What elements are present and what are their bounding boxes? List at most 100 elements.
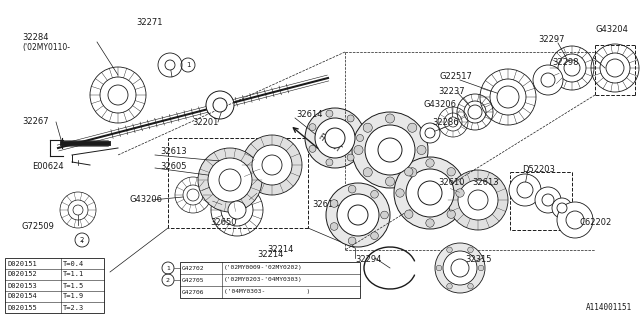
Circle shape (326, 110, 333, 117)
Circle shape (448, 117, 458, 127)
Circle shape (309, 124, 316, 131)
Circle shape (187, 189, 199, 201)
Ellipse shape (448, 170, 508, 230)
Circle shape (371, 232, 378, 240)
Ellipse shape (451, 259, 469, 277)
Ellipse shape (108, 85, 128, 105)
Text: 32237: 32237 (438, 87, 465, 96)
Text: 32294: 32294 (355, 255, 381, 264)
Text: G22517: G22517 (440, 72, 473, 81)
Circle shape (447, 210, 456, 219)
Text: 32271: 32271 (136, 18, 163, 27)
Text: T=2.3: T=2.3 (63, 305, 84, 310)
Text: 32201: 32201 (192, 118, 218, 127)
Circle shape (408, 123, 417, 132)
Circle shape (326, 159, 333, 166)
Circle shape (404, 210, 413, 219)
Text: E00624: E00624 (32, 162, 63, 171)
Ellipse shape (542, 194, 554, 206)
Ellipse shape (557, 203, 567, 213)
Text: 32214: 32214 (267, 245, 293, 254)
Ellipse shape (208, 158, 252, 202)
Text: 32297: 32297 (538, 35, 564, 44)
Ellipse shape (566, 211, 584, 229)
Circle shape (73, 205, 83, 215)
Circle shape (347, 115, 354, 122)
Ellipse shape (305, 108, 365, 168)
Circle shape (417, 146, 426, 155)
Text: 32286: 32286 (432, 118, 459, 127)
Text: D020153: D020153 (7, 283, 36, 289)
Text: 32214: 32214 (257, 250, 283, 259)
Circle shape (330, 200, 338, 207)
Text: 32605: 32605 (160, 162, 186, 171)
Ellipse shape (365, 125, 415, 175)
Ellipse shape (394, 157, 466, 229)
Ellipse shape (165, 60, 175, 70)
Circle shape (330, 223, 338, 230)
Ellipse shape (468, 190, 488, 210)
Circle shape (371, 190, 378, 198)
Circle shape (468, 247, 474, 252)
Circle shape (447, 284, 452, 289)
Text: C62202: C62202 (579, 218, 611, 227)
Ellipse shape (517, 182, 533, 198)
Circle shape (456, 189, 464, 197)
Circle shape (363, 168, 372, 177)
Text: 1: 1 (166, 266, 170, 270)
Ellipse shape (348, 205, 368, 225)
Text: ('02MY0203-'04MY0303): ('02MY0203-'04MY0303) (224, 277, 303, 283)
Circle shape (497, 86, 519, 108)
Text: D020151: D020151 (7, 260, 36, 267)
Text: ('04MY0303-           ): ('04MY0303- ) (224, 290, 310, 294)
Circle shape (354, 146, 363, 155)
Bar (180, 262, 360, 298)
Circle shape (606, 59, 624, 77)
Ellipse shape (509, 174, 541, 206)
Ellipse shape (325, 128, 345, 148)
Circle shape (228, 201, 246, 219)
Ellipse shape (541, 73, 555, 87)
Text: 2: 2 (166, 277, 170, 283)
Ellipse shape (552, 198, 572, 218)
Text: ('02MY0009-'02MY0202): ('02MY0009-'02MY0202) (224, 266, 303, 270)
Text: D52203: D52203 (522, 165, 555, 174)
Text: D020154: D020154 (7, 293, 36, 300)
Circle shape (381, 211, 388, 219)
Text: G43206: G43206 (130, 195, 163, 204)
Ellipse shape (458, 180, 498, 220)
Circle shape (348, 237, 356, 245)
Text: G42702: G42702 (182, 266, 205, 270)
Ellipse shape (262, 155, 282, 175)
Circle shape (404, 168, 413, 176)
Text: ('02MY0110-: ('02MY0110- (22, 43, 70, 52)
Circle shape (436, 265, 442, 271)
Circle shape (426, 159, 434, 167)
Ellipse shape (219, 169, 241, 191)
Ellipse shape (535, 187, 561, 213)
Ellipse shape (418, 181, 442, 205)
Ellipse shape (443, 251, 477, 285)
Text: 32284: 32284 (22, 33, 49, 42)
Text: T=1.5: T=1.5 (63, 283, 84, 289)
Text: 32610: 32610 (438, 178, 465, 187)
Circle shape (385, 114, 394, 123)
Text: G43204: G43204 (596, 25, 629, 34)
Bar (5, 258, 104, 313)
Ellipse shape (315, 118, 355, 158)
Ellipse shape (198, 148, 262, 212)
Ellipse shape (425, 128, 435, 138)
Ellipse shape (557, 202, 593, 238)
Text: D020155: D020155 (7, 305, 36, 310)
Ellipse shape (206, 91, 234, 119)
Text: 32267: 32267 (22, 117, 49, 126)
Text: G42706: G42706 (182, 290, 205, 294)
Ellipse shape (252, 145, 292, 185)
Ellipse shape (420, 123, 440, 143)
Text: FRONT: FRONT (316, 132, 342, 154)
Circle shape (468, 284, 474, 289)
Text: A114001151: A114001151 (586, 303, 632, 312)
Circle shape (478, 265, 484, 271)
Text: G72509: G72509 (22, 222, 55, 231)
Circle shape (309, 145, 316, 152)
